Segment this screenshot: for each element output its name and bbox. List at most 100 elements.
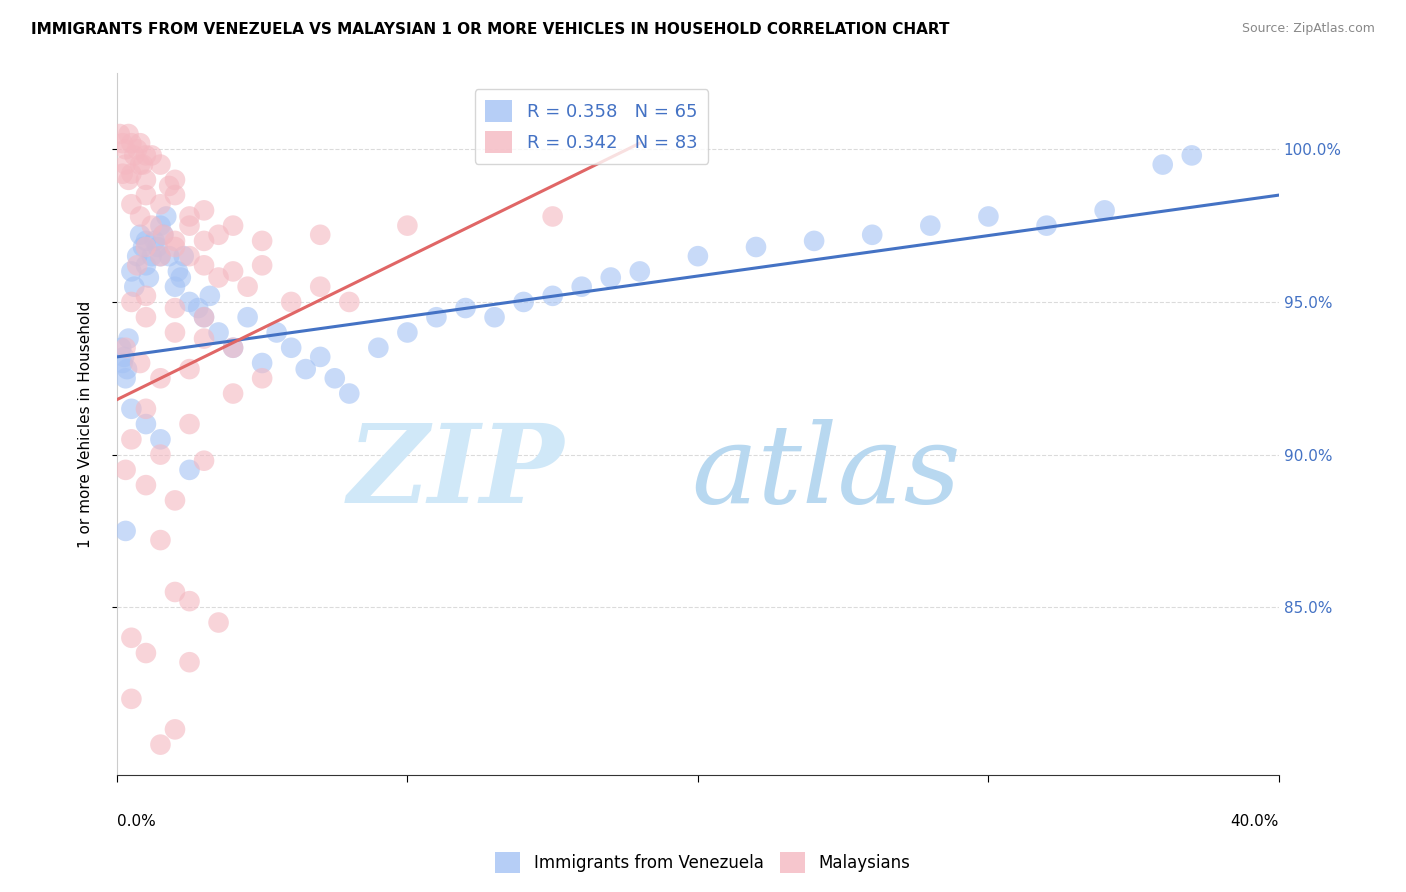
Point <box>149 448 172 462</box>
Point <box>135 478 157 492</box>
Point <box>250 258 273 272</box>
Point <box>163 723 186 737</box>
Point <box>120 295 142 310</box>
Point <box>155 210 177 224</box>
Point <box>135 310 157 325</box>
Point <box>149 738 172 752</box>
Point <box>207 227 229 242</box>
Point <box>1035 219 1057 233</box>
Point <box>309 350 332 364</box>
Point <box>163 279 186 293</box>
Point <box>193 234 215 248</box>
Point <box>129 356 152 370</box>
Point <box>135 173 157 187</box>
Point <box>114 142 136 156</box>
Point <box>152 227 174 242</box>
Point <box>179 249 201 263</box>
Point <box>127 258 149 272</box>
Text: ZIP: ZIP <box>347 419 564 527</box>
Point <box>686 249 709 263</box>
Point <box>120 691 142 706</box>
Point <box>222 264 245 278</box>
Point <box>132 240 155 254</box>
Point <box>236 310 259 325</box>
Point <box>179 295 201 310</box>
Point <box>396 326 419 340</box>
Point <box>146 240 169 254</box>
Point <box>198 289 221 303</box>
Point <box>117 127 139 141</box>
Point <box>512 295 534 310</box>
Point <box>120 167 142 181</box>
Point <box>207 270 229 285</box>
Point <box>920 219 942 233</box>
Point <box>571 279 593 293</box>
Point <box>129 227 152 242</box>
Point <box>167 264 190 278</box>
Point <box>149 433 172 447</box>
Point <box>280 295 302 310</box>
Point <box>337 386 360 401</box>
Point <box>138 270 160 285</box>
Point <box>129 136 152 151</box>
Point <box>149 371 172 385</box>
Point <box>163 493 186 508</box>
Point <box>114 157 136 171</box>
Point <box>193 310 215 325</box>
Point <box>250 234 273 248</box>
Point <box>425 310 447 325</box>
Point <box>124 148 146 162</box>
Point <box>141 148 163 162</box>
Point <box>163 234 186 248</box>
Point <box>222 341 245 355</box>
Point <box>114 524 136 538</box>
Y-axis label: 1 or more Vehicles in Household: 1 or more Vehicles in Household <box>79 301 93 548</box>
Point <box>111 356 134 370</box>
Point <box>250 371 273 385</box>
Point <box>396 219 419 233</box>
Point <box>149 157 172 171</box>
Point <box>1152 157 1174 171</box>
Point <box>323 371 346 385</box>
Point <box>157 249 180 263</box>
Point <box>179 219 201 233</box>
Point <box>135 289 157 303</box>
Point <box>127 142 149 156</box>
Point <box>120 136 142 151</box>
Point <box>163 188 186 202</box>
Legend: Immigrants from Venezuela, Malaysians: Immigrants from Venezuela, Malaysians <box>489 846 917 880</box>
Point <box>135 646 157 660</box>
Point <box>179 362 201 376</box>
Point <box>141 219 163 233</box>
Point <box>179 655 201 669</box>
Point <box>367 341 389 355</box>
Point <box>120 401 142 416</box>
Point <box>120 264 142 278</box>
Point <box>111 167 134 181</box>
Point <box>309 279 332 293</box>
Point <box>179 417 201 431</box>
Point <box>337 295 360 310</box>
Point <box>135 240 157 254</box>
Point <box>114 463 136 477</box>
Point <box>193 203 215 218</box>
Point <box>222 341 245 355</box>
Point <box>977 210 1000 224</box>
Point <box>127 249 149 263</box>
Point <box>163 301 186 315</box>
Point <box>179 463 201 477</box>
Point <box>149 249 172 263</box>
Point <box>541 289 564 303</box>
Point <box>110 341 132 355</box>
Point <box>309 227 332 242</box>
Point <box>149 197 172 211</box>
Point <box>120 631 142 645</box>
Point <box>193 310 215 325</box>
Point <box>193 258 215 272</box>
Point <box>163 585 186 599</box>
Point <box>135 401 157 416</box>
Point <box>173 249 195 263</box>
Point <box>129 210 152 224</box>
Text: Source: ZipAtlas.com: Source: ZipAtlas.com <box>1241 22 1375 36</box>
Point <box>236 279 259 293</box>
